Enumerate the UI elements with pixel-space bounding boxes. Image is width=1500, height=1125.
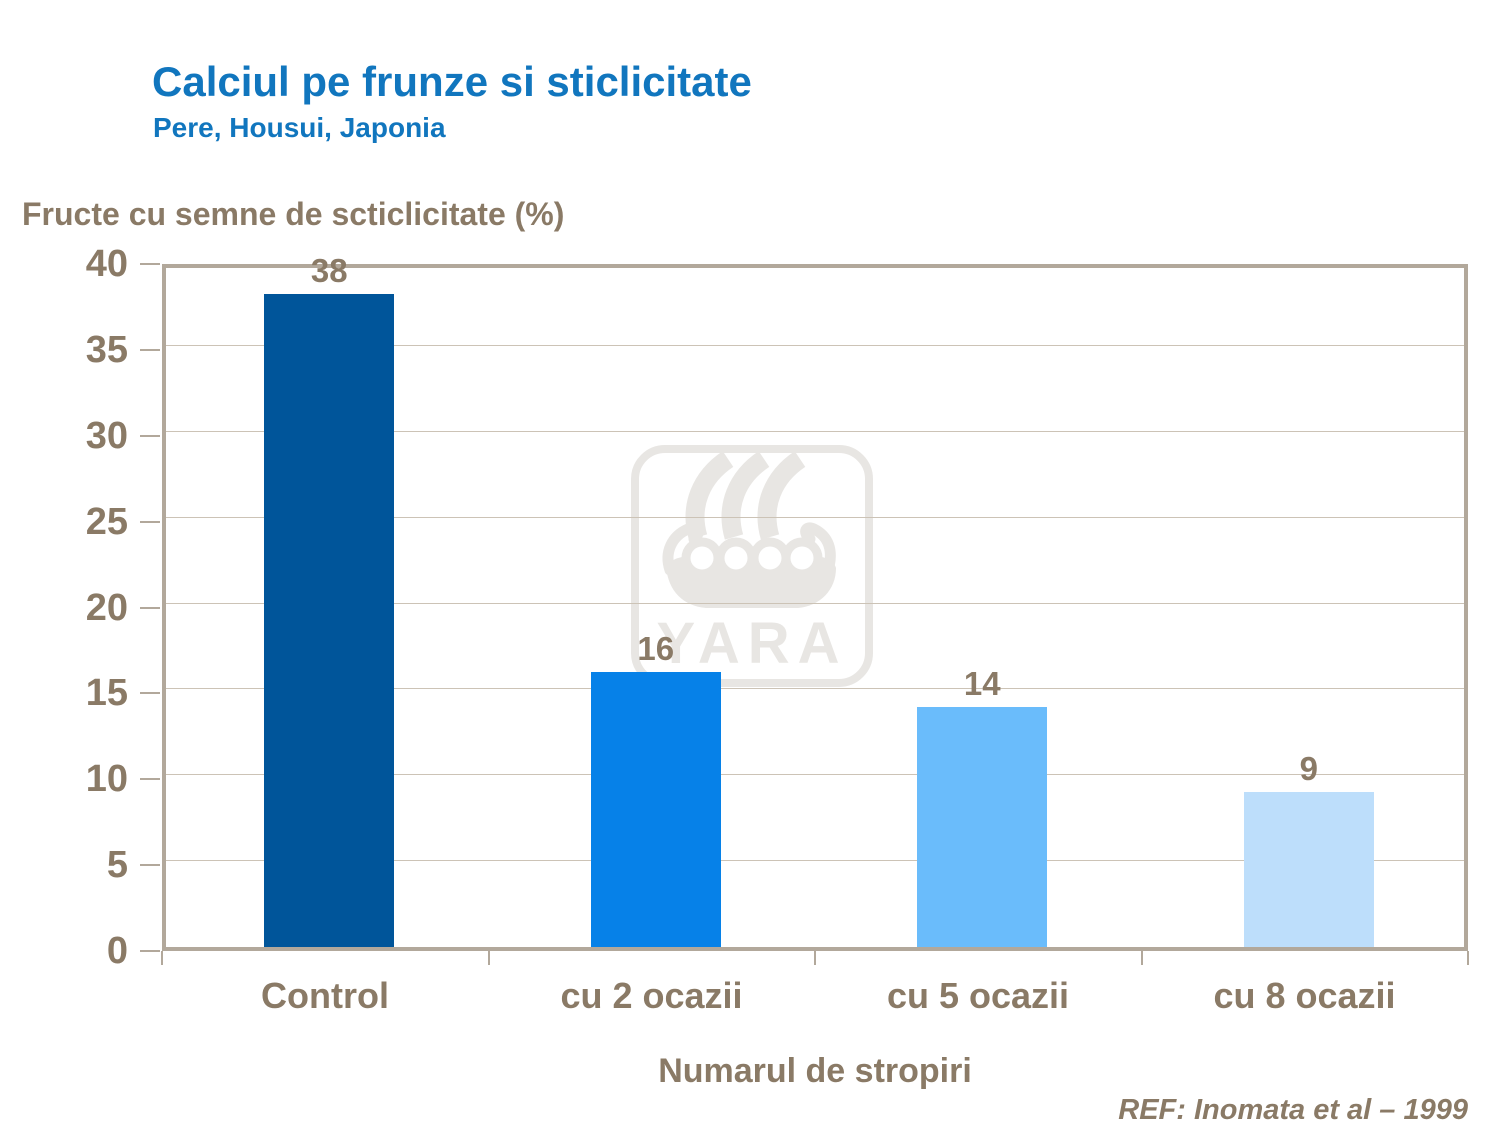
plot-area: YARA 38 16 14 9 xyxy=(162,252,1468,951)
x-tick-mark xyxy=(487,951,490,965)
y-tick-mark xyxy=(140,348,160,351)
y-tick-label: 25 xyxy=(85,500,128,543)
y-tick-mark xyxy=(140,606,160,609)
x-category-label: cu 8 ocazii xyxy=(1213,975,1396,1016)
y-tick-label: 0 xyxy=(106,930,128,972)
x-category-label: cu 5 ocazii xyxy=(886,975,1070,1016)
y-tick-mark xyxy=(140,778,160,781)
bar-cu-5-ocazii xyxy=(917,706,1048,947)
y-tick-label: 15 xyxy=(85,672,128,715)
x-tick-mark xyxy=(161,951,163,965)
y-tick-mark xyxy=(140,434,160,437)
y-tick-mark xyxy=(140,864,160,867)
bar-value-label: 16 xyxy=(637,630,675,668)
y-tick-label: 35 xyxy=(85,328,128,371)
x-category-label: cu 2 ocazii xyxy=(560,975,743,1016)
y-tick-mark xyxy=(140,263,160,265)
chart-subtitle: Pere, Housui, Japonia xyxy=(153,112,446,143)
y-tick-mark xyxy=(140,520,160,523)
x-category-label: Control xyxy=(261,975,389,1016)
gridline xyxy=(166,688,1464,690)
bar-value-label: 38 xyxy=(310,252,348,290)
bar-cu-2-ocazii xyxy=(590,672,721,947)
bar-value-label: 14 xyxy=(963,664,1001,702)
y-tick-label: 30 xyxy=(85,414,128,457)
bar-value-label: 9 xyxy=(1299,750,1318,788)
x-tick-mark xyxy=(814,951,816,965)
x-axis-title: Numarul de stropiri xyxy=(658,1052,972,1090)
reference-text: REF: Inomata et al – 1999 xyxy=(1118,1094,1468,1125)
y-tick-mark xyxy=(140,950,160,952)
gridline xyxy=(166,344,1464,346)
gridline xyxy=(166,774,1464,776)
bar-cu-8-ocazii xyxy=(1243,792,1374,947)
gridline xyxy=(166,860,1464,862)
gridline xyxy=(166,430,1464,432)
chart-title: Calciul pe frunze si sticlicitate xyxy=(152,58,752,105)
x-tick-mark xyxy=(1467,951,1469,965)
y-tick-label: 10 xyxy=(85,758,128,801)
y-tick-label: 40 xyxy=(85,243,128,285)
y-tick-label: 20 xyxy=(85,586,128,629)
y-tick-label: 5 xyxy=(106,844,128,887)
y-tick-mark xyxy=(140,692,160,695)
bar-control xyxy=(264,294,395,947)
x-tick-mark xyxy=(1140,951,1143,965)
y-axis-title: Fructe cu semne de scticlicitate (%) xyxy=(22,196,565,232)
